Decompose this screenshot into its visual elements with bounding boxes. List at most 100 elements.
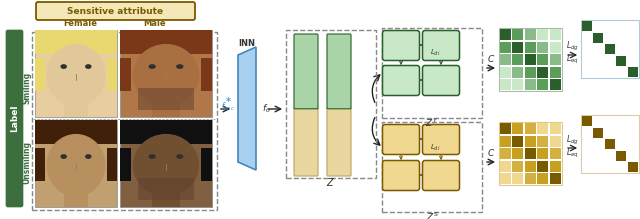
Bar	[35, 58, 45, 91]
Ellipse shape	[176, 64, 184, 69]
Bar	[499, 54, 511, 65]
FancyBboxPatch shape	[383, 30, 419, 60]
Ellipse shape	[60, 64, 67, 69]
Bar	[582, 116, 591, 126]
Bar	[537, 123, 548, 134]
Bar	[499, 29, 511, 40]
Bar	[537, 29, 548, 40]
Bar	[499, 122, 561, 184]
Text: $f_{\theta}$: $f_{\theta}$	[262, 103, 271, 115]
Bar	[35, 120, 117, 207]
Bar	[537, 136, 548, 147]
Ellipse shape	[47, 44, 106, 107]
Bar	[537, 54, 548, 65]
Bar	[550, 41, 561, 53]
Bar	[550, 29, 561, 40]
Bar	[627, 162, 637, 172]
Bar	[525, 161, 536, 171]
Text: $L_{dg}$: $L_{dg}$	[566, 39, 579, 53]
Bar	[107, 148, 117, 181]
Bar	[499, 173, 511, 184]
Bar	[499, 41, 511, 53]
Bar	[286, 30, 376, 178]
Bar	[616, 55, 626, 65]
FancyBboxPatch shape	[422, 161, 460, 191]
Bar	[201, 58, 212, 91]
Bar	[537, 67, 548, 78]
Bar	[512, 123, 523, 134]
Bar	[32, 32, 217, 210]
Text: $f_{enc}$: $f_{enc}$	[221, 101, 235, 113]
Bar	[35, 148, 45, 181]
Text: $Z^Y$: $Z^Y$	[426, 117, 438, 129]
Bar	[120, 148, 131, 181]
Bar	[382, 122, 482, 212]
Bar	[138, 88, 193, 110]
Bar	[550, 67, 561, 78]
Text: Sensitive attribute: Sensitive attribute	[67, 7, 164, 16]
Bar	[499, 148, 511, 159]
Bar	[120, 58, 131, 91]
Bar	[616, 150, 626, 161]
Bar	[525, 67, 536, 78]
Polygon shape	[238, 47, 256, 170]
Bar	[152, 101, 180, 117]
Bar	[525, 123, 536, 134]
FancyBboxPatch shape	[383, 161, 419, 191]
Ellipse shape	[85, 64, 92, 69]
Bar	[499, 28, 561, 90]
Text: $Z$: $Z$	[326, 176, 335, 188]
Bar	[499, 123, 511, 134]
Bar	[512, 29, 523, 40]
Bar	[581, 115, 639, 173]
FancyBboxPatch shape	[294, 34, 318, 109]
Bar	[120, 120, 212, 144]
Bar	[201, 148, 212, 181]
Bar	[120, 30, 212, 117]
Bar	[550, 123, 561, 134]
FancyBboxPatch shape	[383, 124, 419, 154]
Text: $L_{eq}$: $L_{eq}$	[566, 52, 579, 65]
FancyBboxPatch shape	[327, 34, 351, 109]
Bar	[35, 120, 117, 144]
FancyBboxPatch shape	[6, 30, 22, 207]
Bar	[582, 21, 591, 31]
FancyBboxPatch shape	[294, 107, 318, 176]
Ellipse shape	[133, 44, 199, 107]
Bar	[382, 28, 482, 118]
Ellipse shape	[133, 134, 199, 197]
Text: $L_{di}$: $L_{di}$	[430, 143, 440, 153]
Bar	[138, 178, 193, 200]
Bar	[593, 127, 603, 138]
Bar	[512, 79, 523, 90]
Text: Male: Male	[144, 19, 166, 28]
Bar	[605, 139, 614, 149]
FancyBboxPatch shape	[36, 2, 195, 20]
Bar	[120, 30, 212, 54]
Bar	[550, 173, 561, 184]
Bar	[120, 120, 212, 207]
FancyBboxPatch shape	[422, 30, 460, 60]
Bar	[107, 58, 117, 91]
Text: $L_{dg}$: $L_{dg}$	[566, 133, 579, 147]
Text: $L_{eq}$: $L_{eq}$	[566, 147, 579, 160]
Bar	[499, 79, 511, 90]
Bar	[537, 148, 548, 159]
Bar	[581, 20, 639, 78]
Bar	[64, 101, 88, 117]
Bar	[499, 67, 511, 78]
Bar	[550, 136, 561, 147]
Bar	[537, 173, 548, 184]
Bar	[499, 161, 511, 171]
Bar	[512, 67, 523, 78]
Bar	[550, 148, 561, 159]
Bar	[550, 54, 561, 65]
Bar	[512, 161, 523, 171]
Bar	[537, 161, 548, 171]
Ellipse shape	[176, 154, 184, 159]
Bar	[550, 161, 561, 171]
Bar	[512, 41, 523, 53]
FancyBboxPatch shape	[383, 65, 419, 95]
Bar	[605, 44, 614, 54]
Text: $\ast$: $\ast$	[224, 94, 232, 104]
